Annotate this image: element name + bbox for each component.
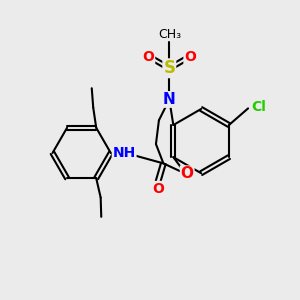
Text: CH₃: CH₃ [158,28,181,41]
Text: Cl: Cl [251,100,266,114]
Text: N: N [163,92,176,107]
Text: O: O [181,166,194,181]
Text: O: O [142,50,154,64]
Text: NH: NH [112,146,136,160]
Text: S: S [163,59,175,77]
Text: O: O [184,50,196,64]
Text: O: O [152,182,164,196]
